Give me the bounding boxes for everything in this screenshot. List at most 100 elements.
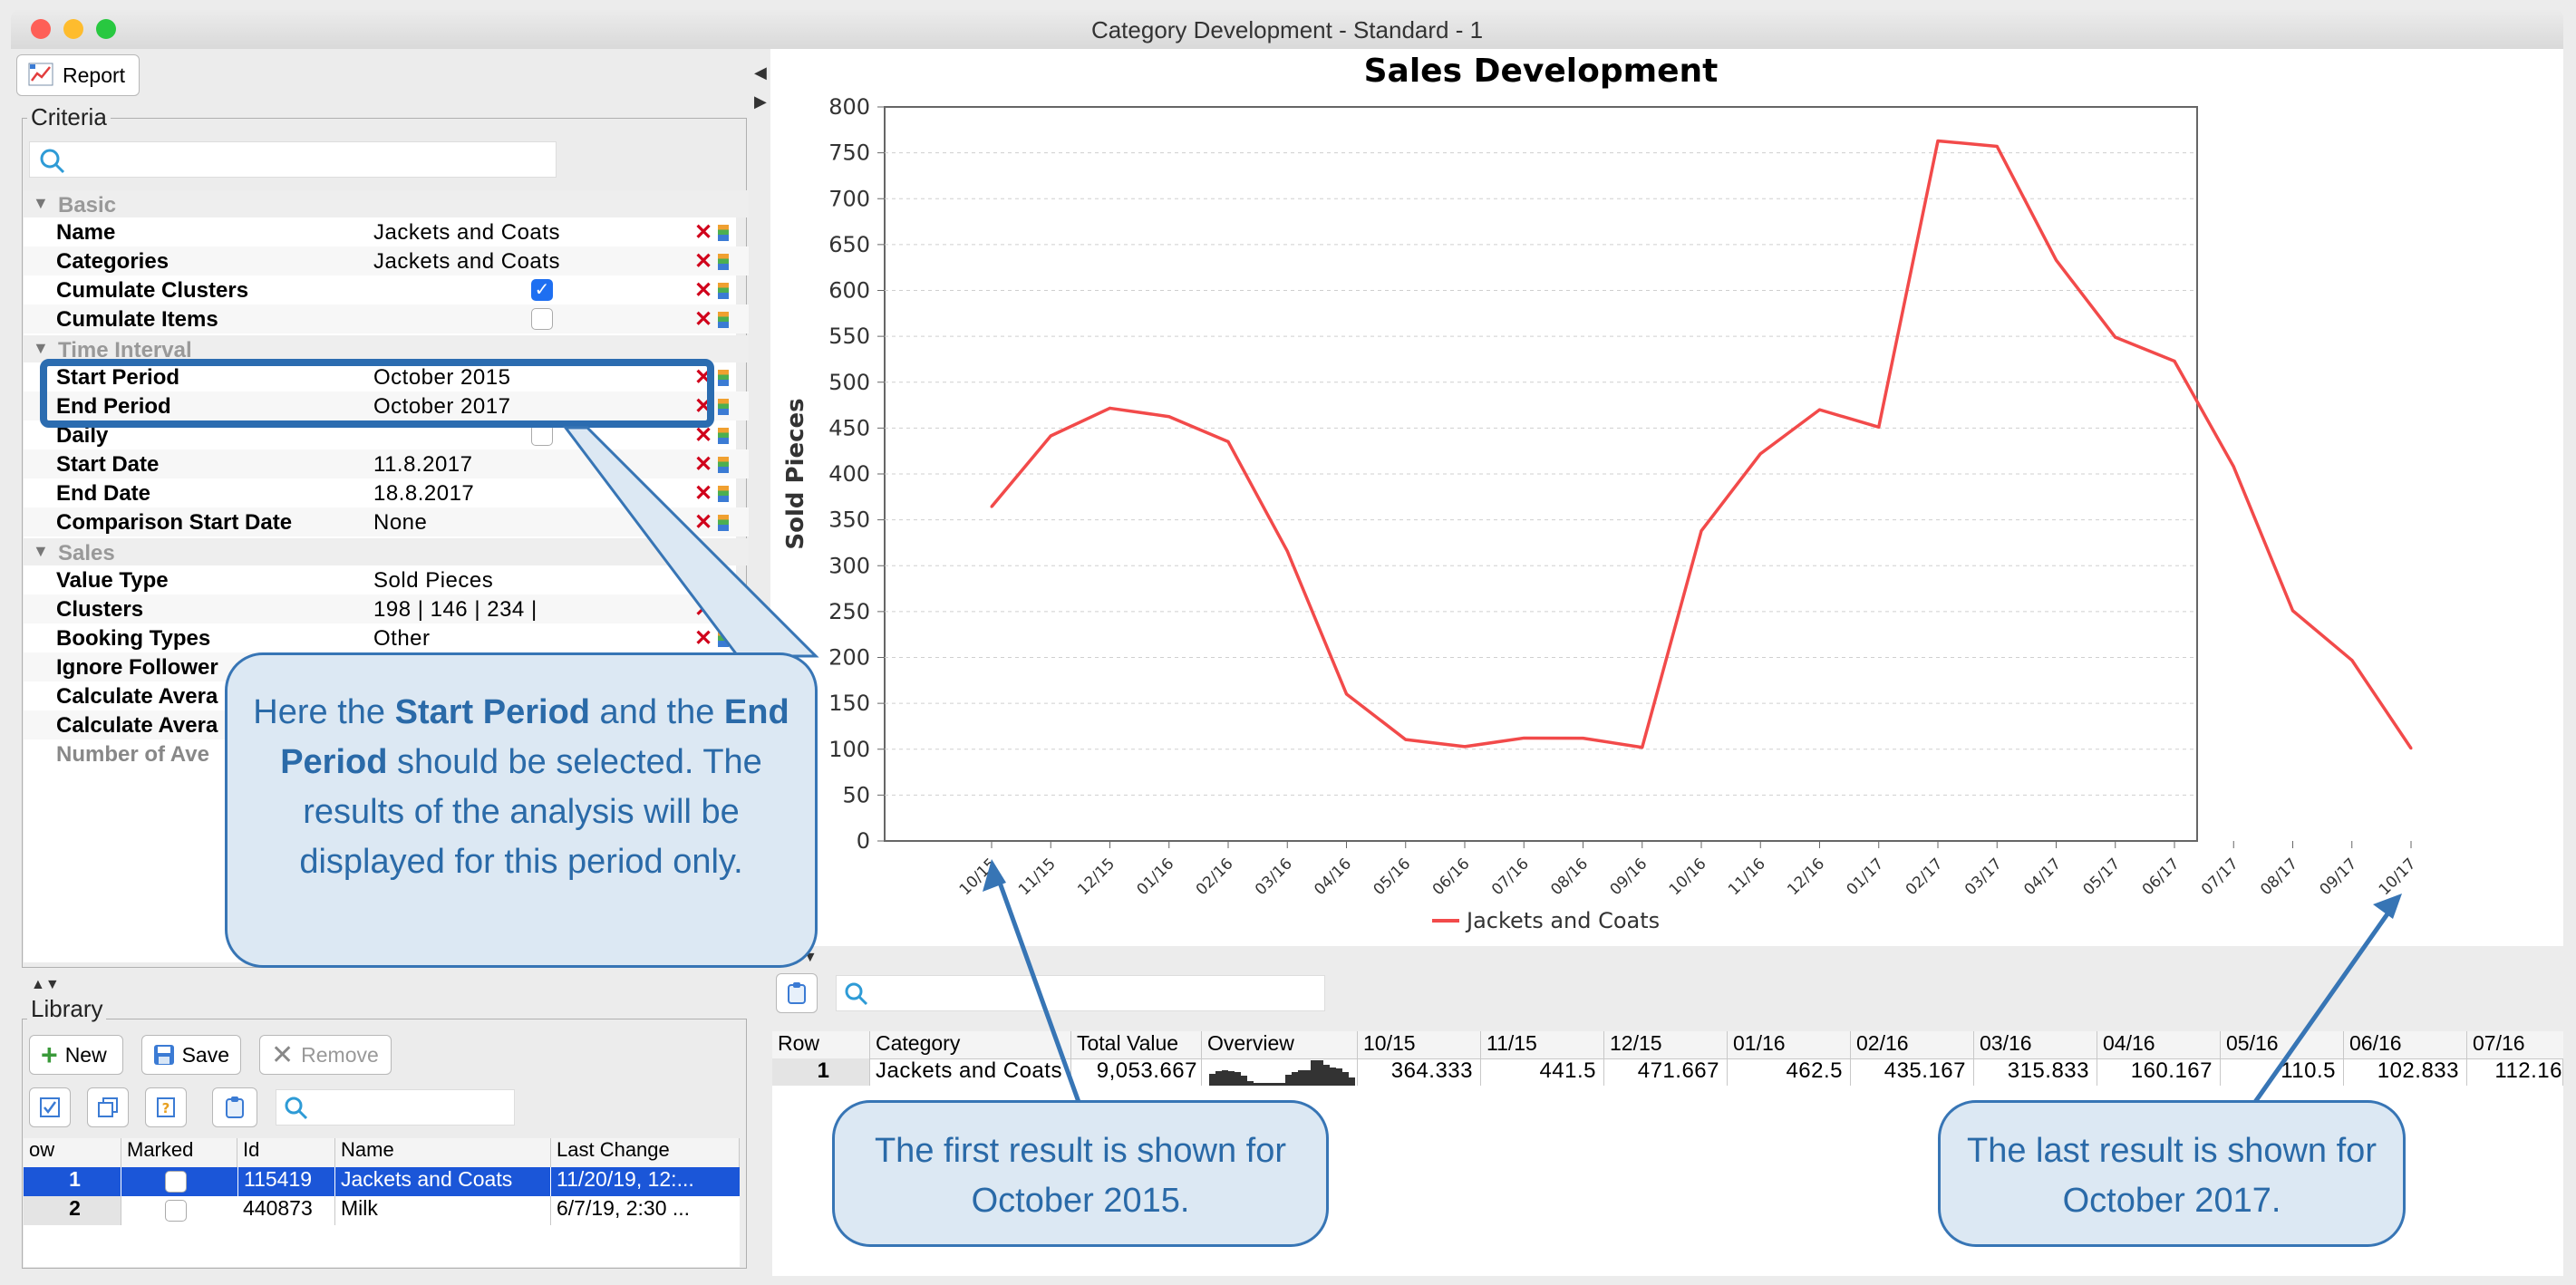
- edit-icon[interactable]: [718, 399, 729, 415]
- first-result-arrowhead: [983, 859, 1006, 892]
- data-point: [1877, 425, 1881, 429]
- edit-icon[interactable]: [718, 486, 729, 502]
- clear-icon[interactable]: ✕: [694, 626, 713, 651]
- edit-icon[interactable]: [718, 370, 729, 386]
- clipboard-icon: [788, 982, 806, 1004]
- col-last-change[interactable]: Last Change: [551, 1138, 740, 1167]
- collapse-left-arrow[interactable]: ◀: [754, 63, 767, 82]
- clear-icon[interactable]: ✕: [694, 220, 713, 245]
- col-category[interactable]: Category: [870, 1031, 1071, 1058]
- edit-icon[interactable]: [718, 428, 729, 444]
- table-row[interactable]: 2 440873 Milk 6/7/19, 2:30 ...: [24, 1196, 740, 1225]
- sales-chart: Sales Development 0 50 100 150 200 250 300 350 40…: [782, 53, 2420, 933]
- clear-icon[interactable]: ✕: [694, 307, 713, 332]
- y-tick-label: 150: [828, 691, 870, 716]
- clear-icon[interactable]: ✕: [694, 423, 713, 448]
- y-tick-label: 800: [828, 94, 870, 120]
- col-12-15[interactable]: 12/15: [1604, 1031, 1728, 1058]
- report-button[interactable]: Report: [16, 54, 140, 96]
- prop-row-end-date[interactable]: End Date 18.8.2017 ✕: [24, 478, 749, 507]
- data-point: [2291, 609, 2294, 613]
- edit-icon[interactable]: [718, 515, 729, 531]
- clear-icon[interactable]: ✕: [694, 452, 713, 477]
- svg-text:?: ?: [162, 1100, 170, 1116]
- results-table-header: Row Category Total Value Overview 10/15 …: [772, 1031, 2563, 1059]
- col-06-16[interactable]: 06/16: [2344, 1031, 2467, 1058]
- library-search-input[interactable]: [276, 1089, 515, 1126]
- save-button[interactable]: Save: [141, 1035, 241, 1075]
- col-name[interactable]: Name: [335, 1138, 551, 1167]
- col-row[interactable]: ow: [24, 1138, 121, 1167]
- section-time-interval[interactable]: ▼ Time Interval: [24, 335, 749, 362]
- marked-checkbox[interactable]: [165, 1200, 187, 1222]
- plus-icon: +: [41, 1038, 58, 1071]
- prop-row-cumulate-items[interactable]: Cumulate Items ✕: [24, 304, 749, 333]
- col-04-16[interactable]: 04/16: [2097, 1031, 2221, 1058]
- data-point: [1936, 139, 1940, 142]
- col-03-16[interactable]: 03/16: [1974, 1031, 2097, 1058]
- results-search-input[interactable]: [836, 975, 1325, 1011]
- main-callout-pointer: [562, 426, 819, 658]
- minimize-window-button[interactable]: [63, 19, 83, 39]
- last-result-arrow: [2252, 904, 2396, 1104]
- col-02-16[interactable]: 02/16: [1851, 1031, 1974, 1058]
- section-sales[interactable]: ▼ Sales: [24, 538, 749, 565]
- prop-row-number-of-averages[interactable]: Number of Ave: [56, 742, 209, 767]
- data-point: [2409, 747, 2413, 750]
- edit-icon[interactable]: [718, 312, 729, 328]
- clipboard-icon: [226, 1097, 244, 1118]
- col-total-value[interactable]: Total Value: [1071, 1031, 1202, 1058]
- prop-row-cumulate-clusters[interactable]: Cumulate Clusters ✓ ✕: [24, 275, 749, 304]
- splitter-arrows[interactable]: ▲▼: [31, 977, 60, 992]
- report-icon: [28, 63, 53, 86]
- clear-icon[interactable]: ✕: [694, 510, 713, 535]
- edit-icon[interactable]: [718, 457, 729, 473]
- help-button[interactable]: ?: [145, 1087, 187, 1127]
- col-07-16[interactable]: 07/16: [2467, 1031, 2563, 1058]
- edit-icon[interactable]: [718, 225, 729, 241]
- marked-checkbox[interactable]: [165, 1171, 187, 1193]
- copy-button[interactable]: [87, 1087, 129, 1127]
- remove-icon: ✕: [271, 1039, 295, 1070]
- col-row[interactable]: Row: [772, 1031, 870, 1058]
- col-01-16[interactable]: 01/16: [1728, 1031, 1851, 1058]
- col-05-16[interactable]: 05/16: [2221, 1031, 2344, 1058]
- prop-row-categories[interactable]: Categories Jackets and Coats ✕: [24, 246, 749, 275]
- table-row[interactable]: 1 Jackets and Coats 9,053.667 364.333 44…: [772, 1058, 2563, 1086]
- select-all-button[interactable]: [29, 1087, 71, 1127]
- prop-row-start-period[interactable]: Start Period October 2015 ✕: [24, 362, 749, 391]
- col-marked[interactable]: Marked: [121, 1138, 237, 1167]
- prop-row-calc-average-1[interactable]: Calculate Avera: [56, 684, 218, 709]
- remove-button[interactable]: ✕ Remove: [259, 1035, 392, 1075]
- edit-icon[interactable]: [718, 283, 729, 299]
- col-10-15[interactable]: 10/15: [1358, 1031, 1481, 1058]
- zoom-window-button[interactable]: [96, 19, 116, 39]
- table-row[interactable]: 1 115419 Jackets and Coats 11/20/19, 12:…: [24, 1167, 740, 1196]
- col-id[interactable]: Id: [237, 1138, 335, 1167]
- edit-icon[interactable]: [718, 254, 729, 270]
- clear-icon[interactable]: ✕: [694, 249, 713, 274]
- col-overview[interactable]: Overview: [1202, 1031, 1358, 1058]
- cumulate-clusters-checkbox[interactable]: ✓: [531, 279, 553, 301]
- criteria-search-input[interactable]: [29, 141, 557, 178]
- cumulate-items-checkbox[interactable]: [531, 308, 553, 330]
- y-tick-label: 400: [828, 461, 870, 487]
- section-basic[interactable]: ▼ Basic: [24, 190, 749, 217]
- new-button[interactable]: + New: [29, 1035, 123, 1075]
- clear-icon[interactable]: ✕: [694, 481, 713, 506]
- period-callout: Here the Start Period and the End Period…: [225, 652, 818, 968]
- clipboard-button[interactable]: [212, 1087, 257, 1127]
- first-result-callout: The first result is shown for October 20…: [832, 1100, 1329, 1247]
- collapse-right-arrow[interactable]: ▶: [754, 92, 767, 111]
- close-window-button[interactable]: [31, 19, 51, 39]
- period-highlight-box: [40, 359, 714, 428]
- results-clipboard-button[interactable]: [776, 973, 818, 1013]
- clear-icon[interactable]: ✕: [694, 278, 713, 303]
- prop-row-name[interactable]: Name Jackets and Coats ✕: [24, 217, 749, 246]
- col-11-15[interactable]: 11/15: [1481, 1031, 1604, 1058]
- last-result-text: The last result is shown for October 201…: [1967, 1132, 2377, 1220]
- prop-row-end-period[interactable]: End Period October 2017 ✕: [24, 391, 749, 420]
- y-tick-label: 500: [828, 370, 870, 395]
